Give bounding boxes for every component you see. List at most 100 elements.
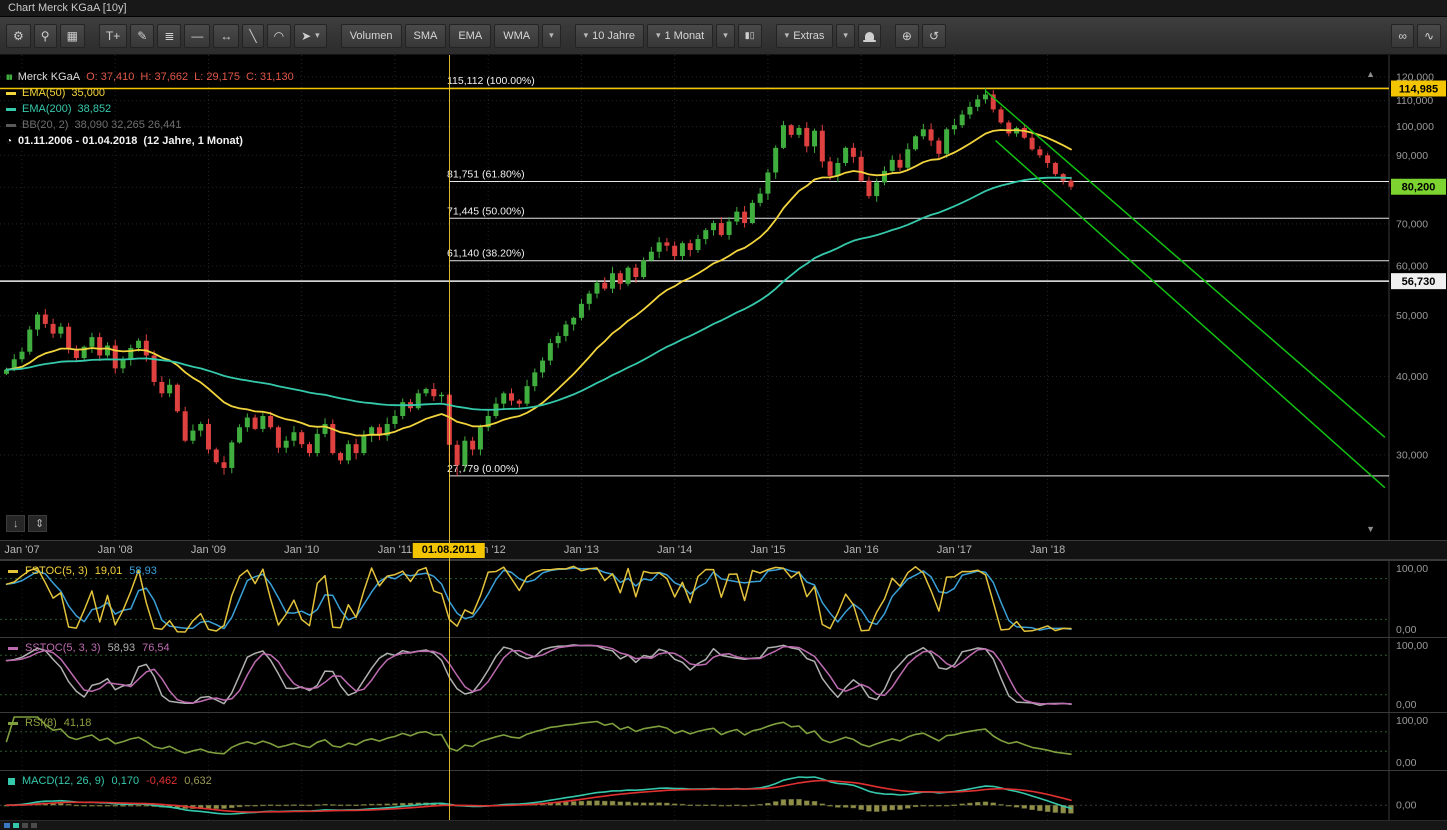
extras-more-button[interactable]: ▾	[836, 23, 855, 48]
main-chart-canvas[interactable]: 120,000110,000100,00090,00080,00070,0006…	[0, 55, 1447, 540]
extended-line-tool-button[interactable]: ↔	[213, 23, 240, 48]
status-icon-gray1[interactable]	[22, 823, 28, 828]
alerts-button[interactable]	[857, 23, 881, 48]
candle-body	[1037, 149, 1043, 156]
symbol-name[interactable]: Merck KGaA	[17, 71, 81, 83]
macd-hist-bar	[275, 804, 282, 807]
candle-body	[143, 340, 149, 356]
sstoc-label[interactable]: SSTOC(5, 3, 3)	[25, 642, 101, 654]
expand-icon: ⇕	[35, 518, 45, 530]
search-button[interactable]: ⚲	[33, 23, 57, 48]
ema200-label[interactable]: EMA(200)	[22, 103, 72, 115]
macd-hist-bar	[959, 803, 965, 806]
status-icon-blue[interactable]	[4, 823, 10, 828]
wma-button[interactable]: WMA	[494, 23, 540, 48]
green-price-box[interactable]	[1391, 178, 1446, 195]
candle-body	[485, 415, 491, 428]
horizontal-line-icon: —	[191, 28, 204, 43]
ema-button[interactable]: EMA	[449, 23, 492, 48]
candle-body	[454, 444, 460, 466]
volumen-button[interactable]: Volumen	[340, 23, 402, 48]
candle-body	[11, 359, 17, 370]
rsi-line	[5, 716, 1072, 755]
pointer-tool-button[interactable]: ➤ ▾	[294, 23, 327, 48]
bb-label[interactable]: BB(20, 2)	[22, 119, 69, 131]
line-chart-button[interactable]: ∿	[1416, 23, 1441, 48]
undo-button[interactable]: ↺	[921, 23, 947, 48]
macd-hist-bar	[384, 803, 390, 806]
indicator-dropdown-button[interactable]: ▾	[542, 23, 561, 48]
candle-body	[928, 129, 934, 141]
fibonacci-tool-button[interactable]: ≣	[157, 23, 182, 48]
extend-line-icon: ↔	[220, 28, 233, 43]
candle-body	[3, 369, 9, 374]
scroll-down-icon[interactable]: ▼	[1366, 524, 1375, 534]
scroll-to-end-button[interactable]: ↓	[6, 515, 25, 532]
rsi-panel: 100,00 0,00 RSI(8) 41,18	[0, 712, 1447, 770]
candle-body	[89, 337, 95, 347]
interval-more-button[interactable]: ▾	[716, 23, 735, 48]
status-icon-teal[interactable]	[13, 823, 19, 828]
extras-dropdown[interactable]: ▾ Extras	[775, 23, 834, 48]
fstoc-d-line	[5, 567, 1072, 631]
trend-line[interactable]	[984, 90, 1386, 438]
candle-body	[804, 127, 810, 147]
sstoc-d-value: 76,54	[142, 642, 170, 654]
macd-hist-bar	[96, 804, 103, 807]
sma-button[interactable]: SMA	[404, 23, 447, 48]
macd-hist-bar	[291, 804, 297, 806]
candle-body	[198, 423, 204, 431]
auto-scale-button[interactable]: ⇕	[28, 515, 47, 532]
macd-hist-bar	[889, 804, 895, 811]
candle-body	[268, 415, 274, 428]
macd-swatch-icon	[8, 777, 15, 785]
fibonacci-icon: ≣	[164, 28, 175, 43]
macd-hist-bar	[671, 803, 678, 806]
curve-tool-button[interactable]: ◠	[266, 23, 292, 48]
sstoc-canvas[interactable]: 100,00 0,00	[0, 638, 1447, 712]
candle-body	[221, 462, 227, 468]
range-dropdown[interactable]: ▾ 10 Jahre	[574, 23, 644, 48]
candle-body	[1045, 155, 1051, 163]
white-price-box[interactable]	[1391, 273, 1446, 290]
candle-body	[874, 182, 880, 197]
candle-body	[392, 415, 398, 424]
trend-line[interactable]	[995, 139, 1386, 489]
price-axis-tick: 60,000	[1396, 260, 1428, 272]
macd-hist-bar	[58, 803, 64, 806]
candle-body	[532, 372, 538, 387]
candle-body	[151, 355, 157, 382]
candle-body	[35, 314, 41, 330]
macd-canvas[interactable]: 0,00	[0, 771, 1447, 820]
settings-button[interactable]: ⚙	[6, 23, 31, 48]
candle-body	[439, 394, 445, 397]
macd-hist-bar	[827, 804, 833, 807]
macd-hist-bar	[120, 804, 126, 807]
candles[interactable]	[3, 88, 1074, 476]
compare-button[interactable]: ∞	[1391, 23, 1414, 48]
fstoc-label[interactable]: FSTOC(5, 3)	[25, 565, 88, 577]
status-icon-gray2[interactable]	[31, 823, 37, 828]
trendline-tool-button[interactable]: ╲	[242, 23, 264, 48]
rsi-canvas[interactable]: 100,00 0,00	[0, 713, 1447, 770]
horizontal-line-tool-button[interactable]: —	[184, 23, 211, 48]
ema50-label[interactable]: EMA(50)	[22, 87, 66, 99]
macd-hist-bar	[990, 802, 996, 806]
macd-panel: 0,00 MACD(12, 26, 9) 0,170 -0,462 0,632	[0, 770, 1447, 820]
rsi-label[interactable]: RSI(8)	[25, 717, 57, 729]
fstoc-canvas[interactable]: 100,00 0,00	[0, 561, 1447, 637]
yellow-price-box[interactable]	[1391, 80, 1446, 97]
series-icon: ▮▮	[6, 74, 13, 81]
interval-dropdown[interactable]: ▾ 1 Monat	[646, 23, 714, 48]
text-tool-button[interactable]: T+	[98, 23, 128, 48]
scroll-up-icon[interactable]: ▲	[1366, 69, 1375, 79]
draw-tool-button[interactable]: ✎	[130, 23, 155, 48]
time-axis[interactable]: Jan '07 Jan '08 Jan '09 Jan '10 Jan '11 Jan '…	[0, 540, 1447, 560]
zoom-in-button[interactable]: ⊕	[894, 23, 919, 48]
macd-label[interactable]: MACD(12, 26, 9)	[22, 775, 105, 787]
candle-body	[306, 444, 312, 454]
white-price-label: 56,730	[1402, 276, 1436, 288]
chart-type-button[interactable]: ▮▯	[737, 23, 762, 48]
layout-button[interactable]: ▦	[59, 23, 85, 48]
candle-body	[749, 202, 755, 224]
